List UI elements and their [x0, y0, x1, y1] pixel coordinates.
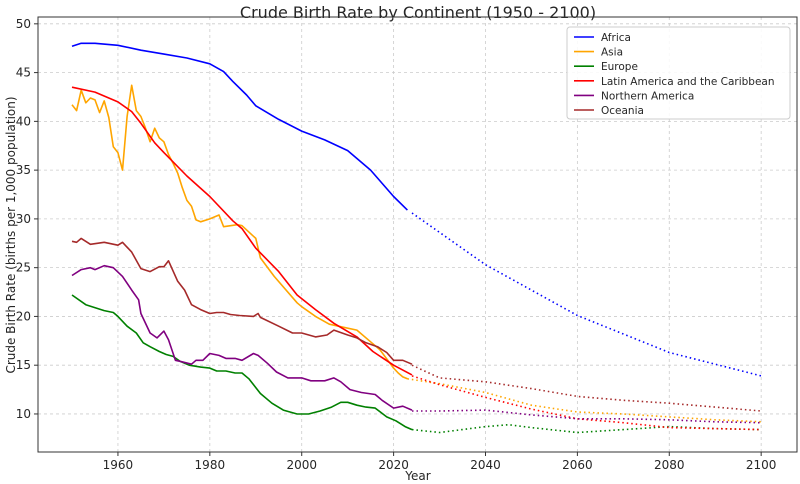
legend-label: Africa — [601, 32, 631, 44]
series-lines — [71, 42, 762, 434]
x-tick-label: 1960 — [103, 458, 134, 472]
projection-line-europe — [411, 423, 762, 434]
legend-label: Europe — [601, 61, 638, 73]
y-tick-label: 50 — [16, 17, 31, 31]
y-tick-label: 40 — [16, 114, 31, 128]
axis-ticks: 1960 1980 2000 2020 2040 2060 2080 2100 10 15 20 25… — [16, 17, 777, 472]
x-tick-label: 2040 — [470, 458, 501, 472]
x-tick-label: 2020 — [378, 458, 409, 472]
projection-line-africa — [411, 212, 762, 377]
legend-label: Asia — [601, 47, 623, 59]
chart-title: Crude Birth Rate by Continent (1950 - 21… — [240, 3, 596, 22]
series-line-oceania — [71, 237, 413, 365]
x-tick-label: 2100 — [746, 458, 777, 472]
x-axis-label: Year — [404, 469, 430, 483]
series-line-northern-america — [71, 264, 413, 411]
series-line-africa — [71, 42, 408, 211]
projection-line-asia — [407, 378, 762, 423]
legend-label: Oceania — [601, 105, 644, 117]
x-tick-label: 2060 — [562, 458, 593, 472]
legend-label: Latin America and the Caribbean — [601, 76, 775, 88]
series-line-asia — [71, 84, 408, 380]
y-tick-label: 10 — [16, 407, 31, 421]
y-tick-label: 45 — [16, 66, 31, 80]
y-tick-label: 25 — [16, 261, 31, 275]
legend-box — [566, 26, 791, 120]
y-tick-label: 20 — [16, 309, 31, 323]
y-axis-label: Crude Birth Rate (births per 1,000 popul… — [4, 96, 18, 373]
series-line-latin-america-and-the-caribbean — [71, 86, 413, 376]
series-line-europe — [71, 294, 413, 431]
y-tick-label: 30 — [16, 212, 31, 226]
x-tick-label: 2000 — [286, 458, 317, 472]
x-tick-label: 1980 — [195, 458, 226, 472]
legend-label: Northern America — [601, 90, 694, 102]
y-tick-label: 35 — [16, 163, 31, 177]
plot-frame — [37, 16, 798, 453]
legend: Africa Asia Europe Latin America and the Ca… — [566, 26, 791, 120]
projection-line-northern-america — [412, 409, 762, 424]
projection-line-latin-america-and-the-caribbean — [411, 375, 762, 431]
projection-line-oceania — [411, 364, 762, 412]
x-tick-label: 2080 — [654, 458, 685, 472]
y-tick-label: 15 — [16, 358, 31, 372]
